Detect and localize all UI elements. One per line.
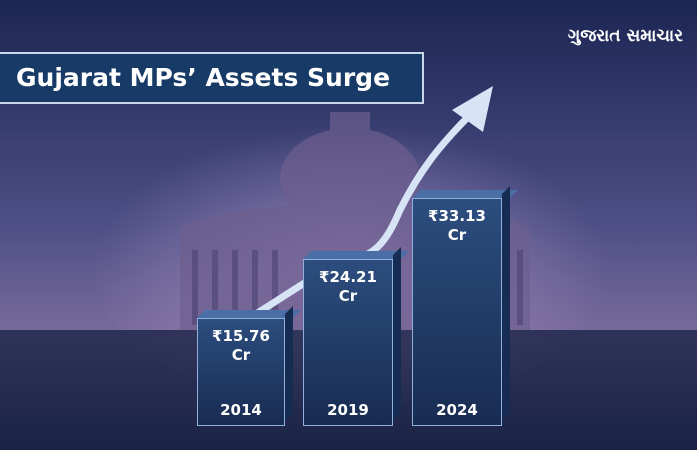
bar: ₹15.76 Cr 2014 bbox=[197, 317, 285, 426]
value-label: ₹15.76 Cr bbox=[212, 326, 270, 364]
bar: ₹33.13 Cr 2024 bbox=[412, 198, 502, 426]
chart-title: Gujarat MPs’ Assets Surge bbox=[0, 52, 424, 104]
category-label: 2024 bbox=[436, 401, 478, 419]
category-label: 2019 bbox=[327, 401, 369, 419]
value-label: ₹24.21 Cr bbox=[319, 268, 377, 306]
category-label: 2014 bbox=[220, 401, 262, 419]
value-label: ₹33.13 Cr bbox=[428, 207, 486, 244]
bar: ₹24.21 Cr 2019 bbox=[303, 259, 393, 426]
brand-logo: ગુજરાત સમાચાર bbox=[567, 26, 683, 46]
